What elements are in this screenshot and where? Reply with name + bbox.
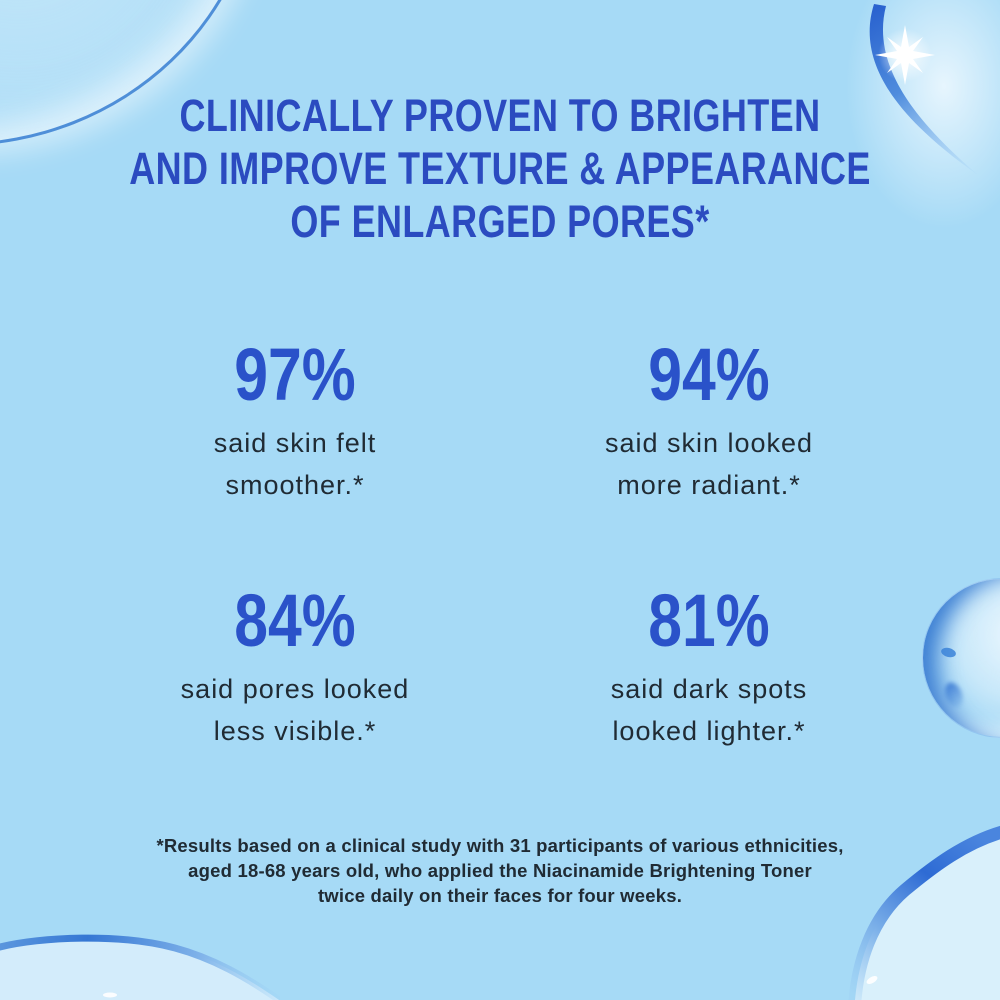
stat-radiant: 94% said skin looked more radiant.* [502,338,916,506]
headline-line-2: AND IMPROVE TEXTURE & APPEARANCE [129,143,871,194]
footnote-line-3: twice daily on their faces for four week… [317,885,683,906]
stat-pores: 84% said pores looked less visible.* [88,584,502,752]
stat-caption-line: said skin felt [213,428,377,458]
stat-caption-line: said pores looked [180,674,410,704]
stat-value: 97% [234,333,356,416]
stat-caption-line: smoother.* [225,470,365,500]
footnote: *Results based on a clinical study with … [0,833,1000,908]
stat-caption: said skin looked more radiant.* [502,422,916,506]
stat-caption-line: said dark spots [610,674,808,704]
stat-caption-line: said skin looked [604,428,814,458]
headline: CLINICALLY PROVEN TO BRIGHTEN AND IMPROV… [0,89,1000,248]
headline-line-3: OF ENLARGED PORES* [290,196,710,247]
stats-grid: 97% said skin felt smoother.* 94% said s… [88,338,916,752]
stat-caption-line: more radiant.* [617,470,801,500]
stat-caption: said dark spots looked lighter.* [502,668,916,752]
water-bubble-right [922,578,1000,738]
sparkle-glow [878,28,932,82]
footnote-line-2: aged 18-68 years old, who applied the Ni… [188,860,812,881]
stat-value: 84% [234,579,356,662]
stat-dark-spots: 81% said dark spots looked lighter.* [502,584,916,752]
stat-caption: said skin felt smoother.* [88,422,502,506]
headline-line-1: CLINICALLY PROVEN TO BRIGHTEN [179,90,821,141]
stat-caption: said pores looked less visible.* [88,668,502,752]
stat-smoother: 97% said skin felt smoother.* [88,338,502,506]
water-bubble-shadow [941,679,967,711]
stat-value: 81% [648,579,770,662]
sparkle-icon [875,25,935,85]
stat-caption-line: looked lighter.* [612,716,806,746]
footnote-line-1: *Results based on a clinical study with … [156,835,844,856]
stat-value: 94% [648,333,770,416]
stat-caption-line: less visible.* [213,716,377,746]
water-bubble-highlight [940,646,957,659]
